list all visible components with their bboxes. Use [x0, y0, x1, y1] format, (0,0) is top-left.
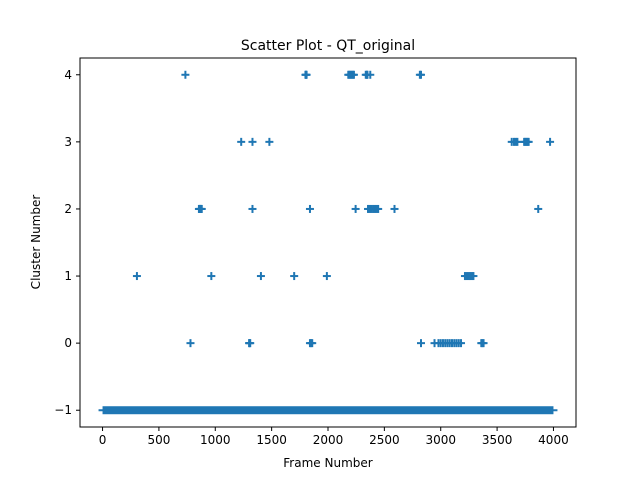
x-tick-label: 1000 — [200, 433, 231, 447]
y-tick-label: 1 — [64, 269, 72, 283]
y-tick-label: 2 — [64, 202, 72, 216]
x-tick-label: 3500 — [482, 433, 513, 447]
point-cluster-4-15 — [417, 70, 425, 79]
point-cluster-2-16 — [390, 204, 399, 213]
point-cluster-2-7 — [305, 204, 314, 213]
point-cluster-0-22 — [479, 339, 488, 348]
point-cluster-3-6 — [513, 137, 522, 146]
point-cluster-1-2 — [256, 272, 265, 281]
point-cluster-4-3 — [302, 70, 311, 79]
point-cluster-4-9 — [349, 70, 358, 79]
point-cluster-3-0 — [237, 137, 246, 146]
point-cluster-1-1 — [207, 272, 216, 281]
plot-frame — [79, 57, 577, 428]
y-tick-label: 3 — [64, 135, 72, 149]
point-cluster-1-3 — [290, 272, 299, 281]
point-cluster-1-10 — [469, 272, 478, 281]
point-cluster-2-15 — [374, 204, 383, 213]
x-tick-label: 0 — [99, 433, 107, 447]
point-cluster-4-13 — [366, 70, 375, 79]
x-axis-label: Frame Number — [283, 456, 372, 470]
point-cluster-0-6 — [308, 339, 317, 348]
x-tick-label: 2500 — [369, 433, 400, 447]
point-cluster-2-17 — [534, 204, 543, 213]
point-cluster-0-7 — [417, 339, 425, 348]
point-cluster-3-2 — [265, 137, 274, 146]
x-tick-label: 1500 — [256, 433, 287, 447]
point-cluster-0-19 — [457, 339, 466, 348]
y-tick-label: 4 — [64, 68, 72, 82]
point-cluster-0-0 — [186, 339, 195, 348]
point-cluster-2-5 — [197, 204, 206, 213]
x-tick-label: 500 — [147, 433, 170, 447]
point-cluster-3-1 — [248, 137, 257, 146]
point-cluster-1-0 — [132, 272, 141, 281]
x-tick-label: 4000 — [538, 433, 569, 447]
y-axis-label: Cluster Number — [29, 195, 43, 290]
x-axis: 0 500 1000 1500 2000 2500 3000 3500 4000 — [99, 427, 569, 447]
y-tick-label: −1 — [54, 403, 72, 417]
point-cluster-2-6 — [248, 204, 257, 213]
point-cluster-2-8 — [351, 204, 360, 213]
point-cluster-3-11 — [524, 137, 533, 146]
y-axis: −1 0 1 2 3 4 — [54, 68, 80, 417]
noise-points-band — [98, 406, 558, 415]
plot-marks — [98, 70, 558, 415]
point-cluster-4-0 — [181, 70, 190, 79]
point-cluster-1-4 — [322, 272, 331, 281]
x-tick-label: 3000 — [425, 433, 456, 447]
point-cluster-3-12 — [546, 137, 555, 146]
point-cluster-0-3 — [246, 339, 255, 348]
x-tick-label: 2000 — [313, 433, 344, 447]
y-tick-label: 0 — [64, 336, 72, 350]
chart-title: Scatter Plot - QT_original — [241, 38, 415, 54]
